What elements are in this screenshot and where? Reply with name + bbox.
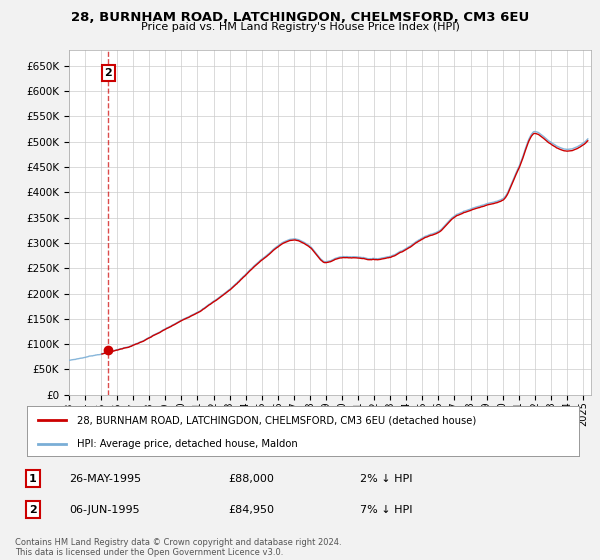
Text: 28, BURNHAM ROAD, LATCHINGDON, CHELMSFORD, CM3 6EU (detached house): 28, BURNHAM ROAD, LATCHINGDON, CHELMSFOR… <box>77 415 476 425</box>
Text: 28, BURNHAM ROAD, LATCHINGDON, CHELMSFORD, CM3 6EU: 28, BURNHAM ROAD, LATCHINGDON, CHELMSFOR… <box>71 11 529 24</box>
Text: 2: 2 <box>29 505 37 515</box>
Text: 7% ↓ HPI: 7% ↓ HPI <box>360 505 413 515</box>
Text: £88,000: £88,000 <box>228 474 274 484</box>
Text: 26-MAY-1995: 26-MAY-1995 <box>69 474 141 484</box>
Text: Price paid vs. HM Land Registry's House Price Index (HPI): Price paid vs. HM Land Registry's House … <box>140 22 460 32</box>
Text: 1: 1 <box>29 474 37 484</box>
Text: £84,950: £84,950 <box>228 505 274 515</box>
Text: 06-JUN-1995: 06-JUN-1995 <box>69 505 140 515</box>
Text: HPI: Average price, detached house, Maldon: HPI: Average price, detached house, Mald… <box>77 439 298 449</box>
Text: 2% ↓ HPI: 2% ↓ HPI <box>360 474 413 484</box>
Text: Contains HM Land Registry data © Crown copyright and database right 2024.
This d: Contains HM Land Registry data © Crown c… <box>15 538 341 557</box>
Text: 2: 2 <box>104 68 112 78</box>
